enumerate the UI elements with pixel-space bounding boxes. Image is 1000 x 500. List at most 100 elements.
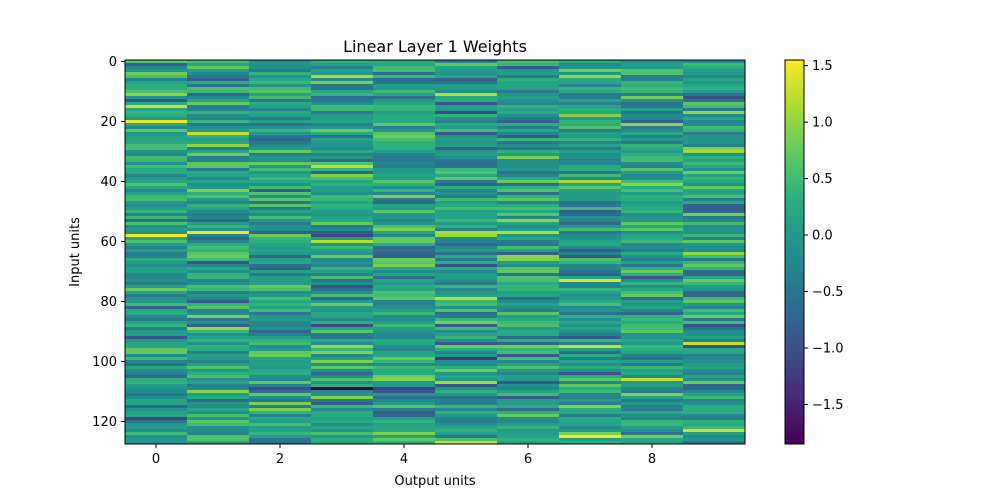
heatmap-cell [125, 186, 188, 190]
colorbar-segment [785, 420, 804, 425]
heatmap-cell [249, 393, 312, 397]
heatmap-cell [249, 438, 312, 442]
heatmap-cell [373, 264, 436, 268]
heatmap-cell [249, 171, 312, 175]
heatmap-cell [187, 432, 250, 436]
heatmap-cell [373, 405, 436, 409]
heatmap-cell [249, 315, 312, 319]
heatmap-cell [373, 114, 436, 118]
heatmap-cell [621, 132, 684, 136]
heatmap-cell [311, 396, 374, 400]
heatmap-cell [435, 237, 498, 241]
heatmap-cell [249, 243, 312, 247]
heatmap-cell [435, 438, 498, 442]
heatmap-cell [435, 321, 498, 325]
colorbar-segment [785, 428, 804, 433]
heatmap-cell [621, 180, 684, 184]
heatmap-cell [683, 189, 746, 193]
heatmap-cell [249, 225, 312, 229]
heatmap-cell [559, 387, 622, 391]
heatmap-cell [435, 435, 498, 439]
heatmap-cell [187, 327, 250, 331]
heatmap-cell [187, 171, 250, 175]
heatmap-cell [125, 282, 188, 286]
heatmap-cell [125, 345, 188, 349]
heatmap-cell [249, 387, 312, 391]
heatmap-cell [125, 219, 188, 223]
heatmap-cell [435, 222, 498, 226]
heatmap-cell [187, 381, 250, 385]
heatmap-cell [621, 84, 684, 88]
heatmap-cell [559, 420, 622, 424]
heatmap-cell [683, 357, 746, 361]
heatmap-cell [187, 423, 250, 427]
heatmap-cell [125, 366, 188, 370]
colorbar-segment [785, 280, 804, 285]
heatmap-cell [497, 66, 560, 70]
heatmap-cell [373, 345, 436, 349]
colorbar-segment [785, 328, 804, 333]
heatmap-cell [683, 339, 746, 343]
heatmap-cell [373, 219, 436, 223]
colorbar-tick-label: 1.0 [812, 116, 833, 131]
heatmap-cell [187, 159, 250, 163]
heatmap-cell [683, 348, 746, 352]
heatmap-cell [311, 321, 374, 325]
heatmap-cell [559, 99, 622, 103]
colorbar-segment [785, 144, 804, 149]
heatmap-cell [311, 270, 374, 274]
heatmap-cell [435, 96, 498, 100]
heatmap-cell [125, 75, 188, 79]
heatmap-cell [373, 120, 436, 124]
heatmap-cell [559, 270, 622, 274]
heatmap-cell [311, 249, 374, 253]
heatmap-cell [249, 336, 312, 340]
heatmap-cell [311, 237, 374, 241]
colorbar-segment [785, 164, 804, 169]
heatmap-cell [311, 93, 374, 97]
heatmap-cell [311, 120, 374, 124]
heatmap-cell [497, 141, 560, 145]
heatmap-cell [249, 129, 312, 133]
heatmap-cell [683, 96, 746, 100]
heatmap-cell [249, 363, 312, 367]
heatmap-cell [249, 99, 312, 103]
heatmap-cell [187, 345, 250, 349]
heatmap-cell [435, 249, 498, 253]
heatmap-cell [621, 321, 684, 325]
heatmap-cell [497, 273, 560, 277]
heatmap-cell [621, 126, 684, 130]
heatmap-cell [311, 102, 374, 106]
heatmap-cell [683, 75, 746, 79]
x-axis-label: Output units [394, 474, 475, 489]
heatmap-cell [373, 249, 436, 253]
heatmap-cell [621, 408, 684, 412]
heatmap-cell [125, 339, 188, 343]
heatmap-cell [187, 99, 250, 103]
heatmap-cell [311, 168, 374, 172]
heatmap-cell [559, 114, 622, 118]
heatmap-cell [187, 357, 250, 361]
heatmap-cell [435, 162, 498, 166]
heatmap-cell [497, 405, 560, 409]
heatmap-cell [187, 63, 250, 67]
heatmap-cell [559, 225, 622, 229]
heatmap-cell [435, 354, 498, 358]
heatmap-cell [373, 213, 436, 217]
heatmap-cell [373, 81, 436, 85]
heatmap-cell [311, 126, 374, 130]
heatmap-cell [497, 114, 560, 118]
heatmap-cell [559, 324, 622, 328]
heatmap-cell [311, 147, 374, 151]
colorbar-segment [785, 156, 804, 161]
heatmap-cell [621, 375, 684, 379]
heatmap-cell [621, 288, 684, 292]
heatmap-cell [435, 288, 498, 292]
colorbar-segment [785, 100, 804, 105]
heatmap-plot [125, 60, 746, 445]
heatmap-cell [621, 111, 684, 115]
heatmap-cell [249, 372, 312, 376]
heatmap-cell [435, 210, 498, 214]
heatmap-cell [559, 318, 622, 322]
heatmap-cell [497, 285, 560, 289]
